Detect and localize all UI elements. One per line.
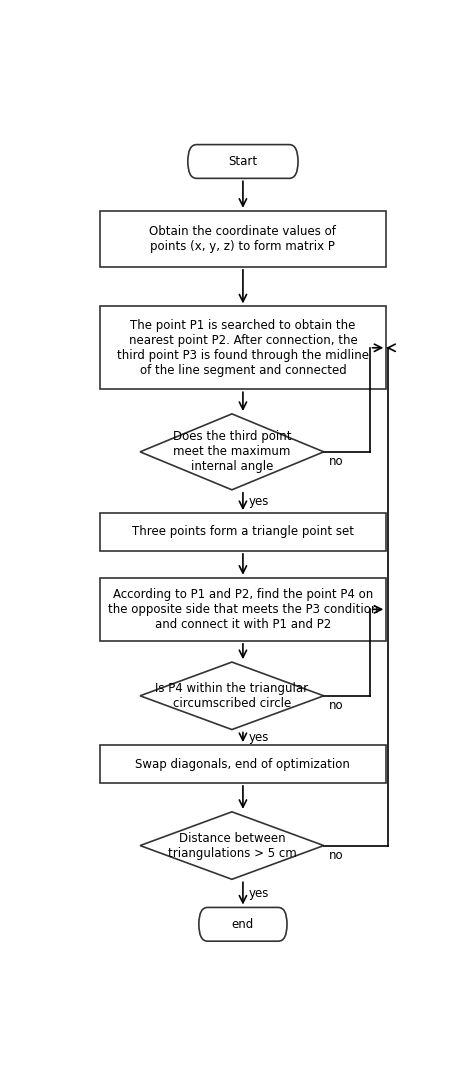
Text: no: no	[329, 456, 344, 469]
Polygon shape	[140, 414, 324, 490]
Bar	[100, 513, 386, 552]
Text: Three points form a triangle point set: Three points form a triangle point set	[132, 526, 354, 539]
Polygon shape	[140, 812, 324, 880]
Bar	[100, 211, 386, 267]
Text: Does the third point
meet the maximum
internal angle: Does the third point meet the maximum in…	[173, 431, 291, 473]
Text: no: no	[329, 849, 344, 862]
Bar	[100, 306, 386, 390]
Text: yes: yes	[248, 494, 269, 507]
Text: end: end	[232, 918, 254, 931]
Text: yes: yes	[248, 730, 269, 743]
FancyBboxPatch shape	[199, 908, 287, 941]
Text: Swap diagonals, end of optimization: Swap diagonals, end of optimization	[136, 757, 350, 770]
Text: Start: Start	[228, 155, 257, 168]
Polygon shape	[140, 662, 324, 729]
FancyBboxPatch shape	[188, 145, 298, 179]
Text: According to P1 and P2, find the point P4 on
the opposite side that meets the P3: According to P1 and P2, find the point P…	[108, 588, 378, 631]
Text: Is P4 within the triangular
circumscribed circle: Is P4 within the triangular circumscribe…	[155, 682, 309, 710]
Text: Obtain the coordinate values of
points (x, y, z) to form matrix P: Obtain the coordinate values of points (…	[149, 225, 337, 253]
Text: The point P1 is searched to obtain the
nearest point P2. After connection, the
t: The point P1 is searched to obtain the n…	[117, 319, 369, 377]
Text: no: no	[329, 699, 344, 712]
Bar	[100, 744, 386, 783]
Bar	[100, 578, 386, 641]
Text: yes: yes	[248, 887, 269, 900]
Text: Distance between
triangulations > 5 cm: Distance between triangulations > 5 cm	[167, 832, 296, 859]
